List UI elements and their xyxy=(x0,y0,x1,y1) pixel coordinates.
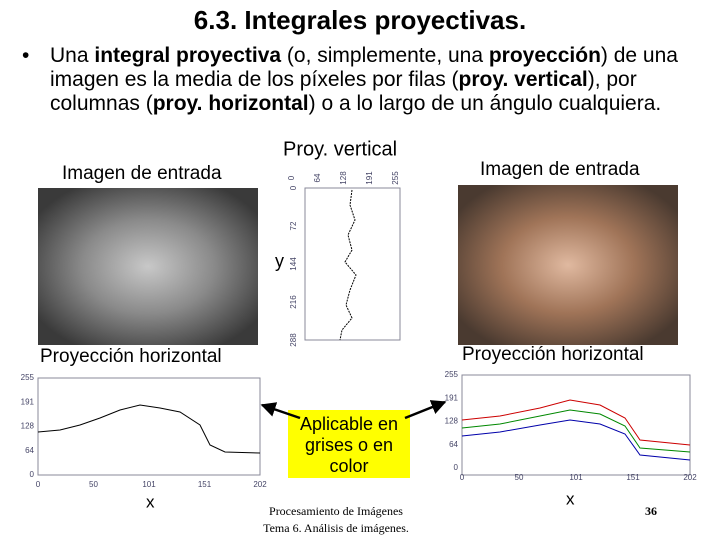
text: Una xyxy=(50,44,95,67)
text: ) o a lo largo de un ángulo cualquiera. xyxy=(308,92,662,115)
label: Imagen de entrada xyxy=(62,163,222,184)
tick-label: 64 xyxy=(25,446,34,455)
gray-image xyxy=(38,188,258,345)
tick-label: 191 xyxy=(21,397,35,406)
tick-label: 144 xyxy=(289,257,298,271)
tick-label: 255 xyxy=(391,171,400,185)
text: ), por columnas ( xyxy=(50,68,637,115)
right-plot-frame xyxy=(461,374,691,476)
tick-label: 50 xyxy=(515,473,524,482)
bullet: • xyxy=(22,44,30,67)
tick-label: 128 xyxy=(339,171,348,185)
tick-label: 151 xyxy=(198,480,212,489)
text: ) de una imagen es la media de los píxel… xyxy=(50,44,678,91)
tick-label: 72 xyxy=(289,221,298,230)
label: Proyección horizontal xyxy=(40,346,222,367)
tick-label: 128 xyxy=(21,422,35,431)
color-image xyxy=(458,185,678,345)
green-curve xyxy=(461,409,691,453)
tick-label: 64 xyxy=(449,440,458,449)
note-line: Aplicable en xyxy=(300,414,398,434)
left-curve xyxy=(37,404,261,454)
bold-text: proy. vertical xyxy=(458,68,588,91)
bullet-text: Una integral proyectiva (o, simplemente,… xyxy=(50,44,705,116)
tick-label: 255 xyxy=(445,370,459,379)
footer: Tema 6. Análisis de imágenes. xyxy=(263,521,409,535)
tick-label: 128 xyxy=(445,417,459,426)
tick-label: 0 xyxy=(454,463,459,472)
tick-label: 64 xyxy=(313,173,322,182)
tick-label: 191 xyxy=(365,171,374,185)
tick-label: 288 xyxy=(289,333,298,347)
tick-label: 0 xyxy=(287,175,296,180)
note: Aplicable en grises o en color xyxy=(300,414,398,476)
left-plot-frame xyxy=(37,377,261,476)
label: Proy. vertical xyxy=(283,138,397,160)
tick-label: 0 xyxy=(30,470,35,479)
tick-label: 202 xyxy=(683,473,697,482)
text: (o, simplemente, una xyxy=(281,44,489,67)
bold-text: proyección xyxy=(488,44,601,67)
note-line: color xyxy=(329,456,368,476)
bold-text: proy. horizontal xyxy=(152,92,309,115)
note-box xyxy=(288,410,410,478)
tick-label: 101 xyxy=(569,473,583,482)
tick-label: 216 xyxy=(289,295,298,309)
arrow xyxy=(404,400,447,420)
tick-label: 50 xyxy=(89,480,98,489)
arrow xyxy=(260,402,301,420)
footer: Procesamiento de Imágenes xyxy=(269,504,403,518)
title: 6.3. Integrales proyectivas. xyxy=(194,5,526,35)
tick-label: 202 xyxy=(253,480,267,489)
label: Proyección horizontal xyxy=(462,344,644,365)
tick-label: 255 xyxy=(21,373,35,382)
vertical-plot-frame xyxy=(304,187,401,341)
vertical-curve xyxy=(339,189,357,341)
tick-label: 151 xyxy=(626,473,640,482)
tick-label: 101 xyxy=(142,480,156,489)
tick-label: 0 xyxy=(36,480,41,489)
label: Imagen de entrada xyxy=(480,159,640,180)
tick-label: 0 xyxy=(460,473,465,482)
label: y xyxy=(275,251,284,271)
blue-curve xyxy=(461,419,691,461)
bold-text: integral proyectiva xyxy=(94,44,282,67)
red-curve xyxy=(461,399,691,446)
note-line: grises o en xyxy=(305,435,393,455)
page-number: 36 xyxy=(645,504,657,518)
label: x xyxy=(146,492,155,511)
tick-label: 191 xyxy=(445,393,459,402)
tick-label: 0 xyxy=(289,185,298,190)
label: x xyxy=(566,489,575,508)
